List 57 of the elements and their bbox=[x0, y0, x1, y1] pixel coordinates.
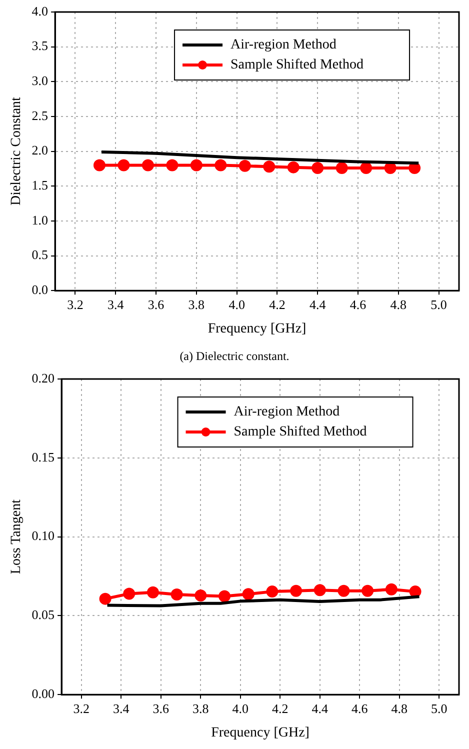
point bbox=[362, 584, 374, 597]
x-tick-label: 3.2 bbox=[67, 296, 84, 312]
y-tick-label: 3.5 bbox=[32, 38, 48, 54]
y-tick-label: 1.0 bbox=[32, 212, 48, 228]
x-axis-title: Frequency [GHz] bbox=[208, 321, 306, 336]
x-tick-label: 5.0 bbox=[431, 700, 448, 716]
legend-label: Air-region Method bbox=[230, 38, 336, 53]
y-tick-label: 0.15 bbox=[32, 449, 55, 464]
y-axis-title: Dielectric Constant bbox=[9, 96, 24, 206]
point bbox=[99, 592, 112, 605]
y-tick-label: 2.5 bbox=[32, 108, 48, 123]
x-axis-title: Frequency [GHz] bbox=[211, 725, 310, 740]
point bbox=[338, 584, 350, 597]
x-tick-label: 4.6 bbox=[352, 700, 368, 716]
y-tick-label: 1.5 bbox=[32, 178, 48, 193]
point bbox=[194, 590, 207, 602]
y-tick-label: 0.5 bbox=[32, 247, 48, 262]
x-tick-label: 4.0 bbox=[232, 700, 249, 716]
x-tick-label: 4.6 bbox=[350, 296, 367, 312]
x-tick-label: 4.2 bbox=[272, 700, 288, 716]
y-tick-label: 4.0 bbox=[32, 3, 48, 18]
y-tick-label: 0.0 bbox=[32, 282, 48, 298]
x-tick-label: 4.2 bbox=[269, 296, 286, 312]
legend-label: Sample Shifted Method bbox=[234, 424, 367, 440]
x-tick-label: 3.4 bbox=[113, 700, 130, 716]
point bbox=[290, 584, 302, 597]
x-tick-label: 3.8 bbox=[188, 296, 205, 312]
y-axis-title: Loss Tangent bbox=[9, 499, 24, 574]
y-tick-label: 3.0 bbox=[32, 73, 48, 88]
x-tick-label: 4.4 bbox=[309, 296, 326, 312]
legend-label: Air-region Method bbox=[234, 404, 340, 420]
y-tick-label: 0.00 bbox=[32, 686, 55, 702]
y-tick-label: 0.20 bbox=[32, 370, 55, 386]
legend-label: Sample Shifted Method bbox=[230, 58, 364, 73]
x-tick-label: 3.6 bbox=[148, 296, 165, 312]
point bbox=[146, 586, 159, 598]
x-tick-label: 3.4 bbox=[108, 296, 124, 312]
x-tick-label: 4.8 bbox=[391, 700, 408, 716]
point bbox=[314, 584, 326, 596]
x-tick-label: 3.8 bbox=[192, 700, 209, 716]
x-tick-label: 4.4 bbox=[312, 700, 329, 716]
x-tick-label: 3.2 bbox=[73, 700, 90, 716]
text: (a) Dielectric constant. bbox=[178, 348, 290, 365]
y-tick-label: 0.10 bbox=[32, 528, 55, 544]
x-tick-label: 4.0 bbox=[228, 296, 245, 312]
point bbox=[242, 588, 254, 600]
point bbox=[409, 586, 422, 598]
point bbox=[266, 586, 278, 598]
x-tick-label: 3.6 bbox=[152, 700, 170, 716]
point bbox=[123, 588, 136, 600]
point bbox=[385, 583, 398, 596]
point bbox=[170, 588, 183, 601]
x-tick-label: 5.0 bbox=[430, 296, 447, 312]
x-tick-label: 4.8 bbox=[390, 296, 407, 312]
y-tick-label: 2.0 bbox=[32, 142, 48, 158]
y-tick-label: 0.05 bbox=[32, 607, 55, 622]
point bbox=[218, 590, 231, 602]
